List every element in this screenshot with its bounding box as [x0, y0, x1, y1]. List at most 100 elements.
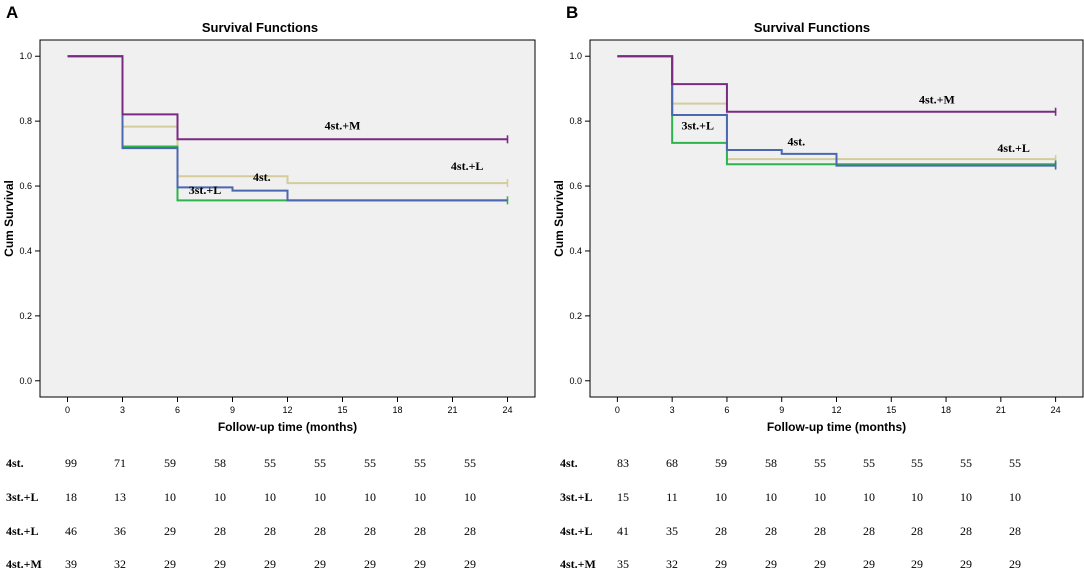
- risk-cell: 11: [666, 490, 678, 504]
- x-tick-label: 15: [337, 405, 347, 415]
- risk-cell: 10: [911, 490, 923, 504]
- panel-letter: A: [6, 3, 18, 22]
- risk-cell: 29: [715, 557, 727, 571]
- x-tick-label: 18: [392, 405, 402, 415]
- risk-cell: 46: [65, 524, 77, 538]
- risk-cell: 55: [464, 456, 476, 470]
- risk-cell: 10: [264, 490, 276, 504]
- risk-cell: 28: [264, 524, 276, 538]
- x-tick-label: 24: [502, 405, 512, 415]
- curve-label: 3st.+L: [189, 183, 222, 197]
- risk-cell: 10: [715, 490, 727, 504]
- y-axis-label: Cum Survival: [2, 180, 16, 257]
- risk-row-label: 3st.+L: [6, 490, 39, 504]
- y-tick-label: 0.4: [569, 246, 582, 256]
- risk-cell: 28: [960, 524, 972, 538]
- risk-cell: 10: [814, 490, 826, 504]
- risk-cell: 29: [164, 557, 176, 571]
- risk-cell: 10: [364, 490, 376, 504]
- risk-cell: 28: [314, 524, 326, 538]
- risk-cell: 10: [863, 490, 875, 504]
- risk-cell: 10: [765, 490, 777, 504]
- y-tick-label: 0.0: [569, 376, 582, 386]
- risk-cell: 28: [911, 524, 923, 538]
- x-tick-label: 3: [120, 405, 125, 415]
- risk-cell: 32: [666, 557, 678, 571]
- x-tick-label: 18: [941, 405, 951, 415]
- x-tick-label: 0: [65, 405, 70, 415]
- risk-cell: 28: [414, 524, 426, 538]
- risk-cell: 55: [314, 456, 326, 470]
- risk-cell: 35: [666, 524, 678, 538]
- risk-cell: 29: [1009, 557, 1021, 571]
- risk-row-label: 4st.: [6, 456, 24, 470]
- risk-cell: 10: [214, 490, 226, 504]
- risk-cell: 13: [114, 490, 126, 504]
- risk-cell: 99: [65, 456, 77, 470]
- survival-curve-3: [67, 55, 508, 141]
- survival-curve-3: [617, 55, 1056, 113]
- risk-cell: 55: [863, 456, 875, 470]
- x-tick-label: 6: [175, 405, 180, 415]
- risk-cell: 55: [960, 456, 972, 470]
- risk-cell: 10: [464, 490, 476, 504]
- y-tick-label: 1.0: [569, 51, 582, 61]
- risk-cell: 28: [814, 524, 826, 538]
- risk-cell: 41: [617, 524, 629, 538]
- x-tick-label: 3: [670, 405, 675, 415]
- risk-cell: 28: [863, 524, 875, 538]
- curve-label: 4st.: [253, 170, 271, 184]
- risk-cell: 10: [314, 490, 326, 504]
- risk-cell: 83: [617, 456, 629, 470]
- risk-cell: 55: [911, 456, 923, 470]
- survival-curve-2: [617, 55, 1056, 167]
- risk-cell: 10: [960, 490, 972, 504]
- risk-cell: 71: [114, 456, 126, 470]
- y-tick-label: 0.4: [19, 246, 32, 256]
- y-tick-label: 0.6: [569, 181, 582, 191]
- x-tick-label: 12: [831, 405, 841, 415]
- curve-label: 4st.+L: [451, 159, 484, 173]
- y-tick-label: 0.0: [19, 376, 32, 386]
- chart-title: Survival Functions: [202, 20, 318, 35]
- risk-cell: 55: [414, 456, 426, 470]
- risk-row-label: 4st.: [560, 456, 578, 470]
- risk-cell: 18: [65, 490, 77, 504]
- risk-cell: 29: [264, 557, 276, 571]
- risk-cell: 28: [214, 524, 226, 538]
- risk-cell: 55: [814, 456, 826, 470]
- chart-title: Survival Functions: [754, 20, 870, 35]
- x-tick-label: 24: [1051, 405, 1061, 415]
- risk-cell: 29: [814, 557, 826, 571]
- curve-label: 4st.: [787, 134, 805, 148]
- risk-cell: 29: [863, 557, 875, 571]
- x-tick-label: 12: [282, 405, 292, 415]
- risk-cell: 28: [464, 524, 476, 538]
- risk-cell: 29: [464, 557, 476, 571]
- risk-cell: 29: [364, 557, 376, 571]
- risk-cell: 58: [214, 456, 226, 470]
- risk-cell: 35: [617, 557, 629, 571]
- y-tick-label: 1.0: [19, 51, 32, 61]
- x-tick-label: 0: [615, 405, 620, 415]
- x-tick-label: 21: [996, 405, 1006, 415]
- y-tick-label: 0.2: [569, 311, 582, 321]
- risk-cell: 58: [765, 456, 777, 470]
- risk-cell: 29: [414, 557, 426, 571]
- x-tick-label: 21: [447, 405, 457, 415]
- risk-cell: 10: [1009, 490, 1021, 504]
- risk-cell: 29: [314, 557, 326, 571]
- y-axis-label: Cum Survival: [552, 180, 566, 257]
- x-tick-label: 9: [779, 405, 784, 415]
- x-axis-label: Follow-up time (months): [218, 420, 357, 434]
- risk-cell: 29: [911, 557, 923, 571]
- risk-cell: 55: [1009, 456, 1021, 470]
- risk-cell: 28: [765, 524, 777, 538]
- x-tick-label: 6: [724, 405, 729, 415]
- y-tick-label: 0.8: [569, 116, 582, 126]
- x-tick-label: 15: [886, 405, 896, 415]
- risk-row-label: 3st.+L: [560, 490, 593, 504]
- risk-cell: 28: [364, 524, 376, 538]
- plot-area: [589, 39, 1084, 398]
- risk-cell: 36: [114, 524, 126, 538]
